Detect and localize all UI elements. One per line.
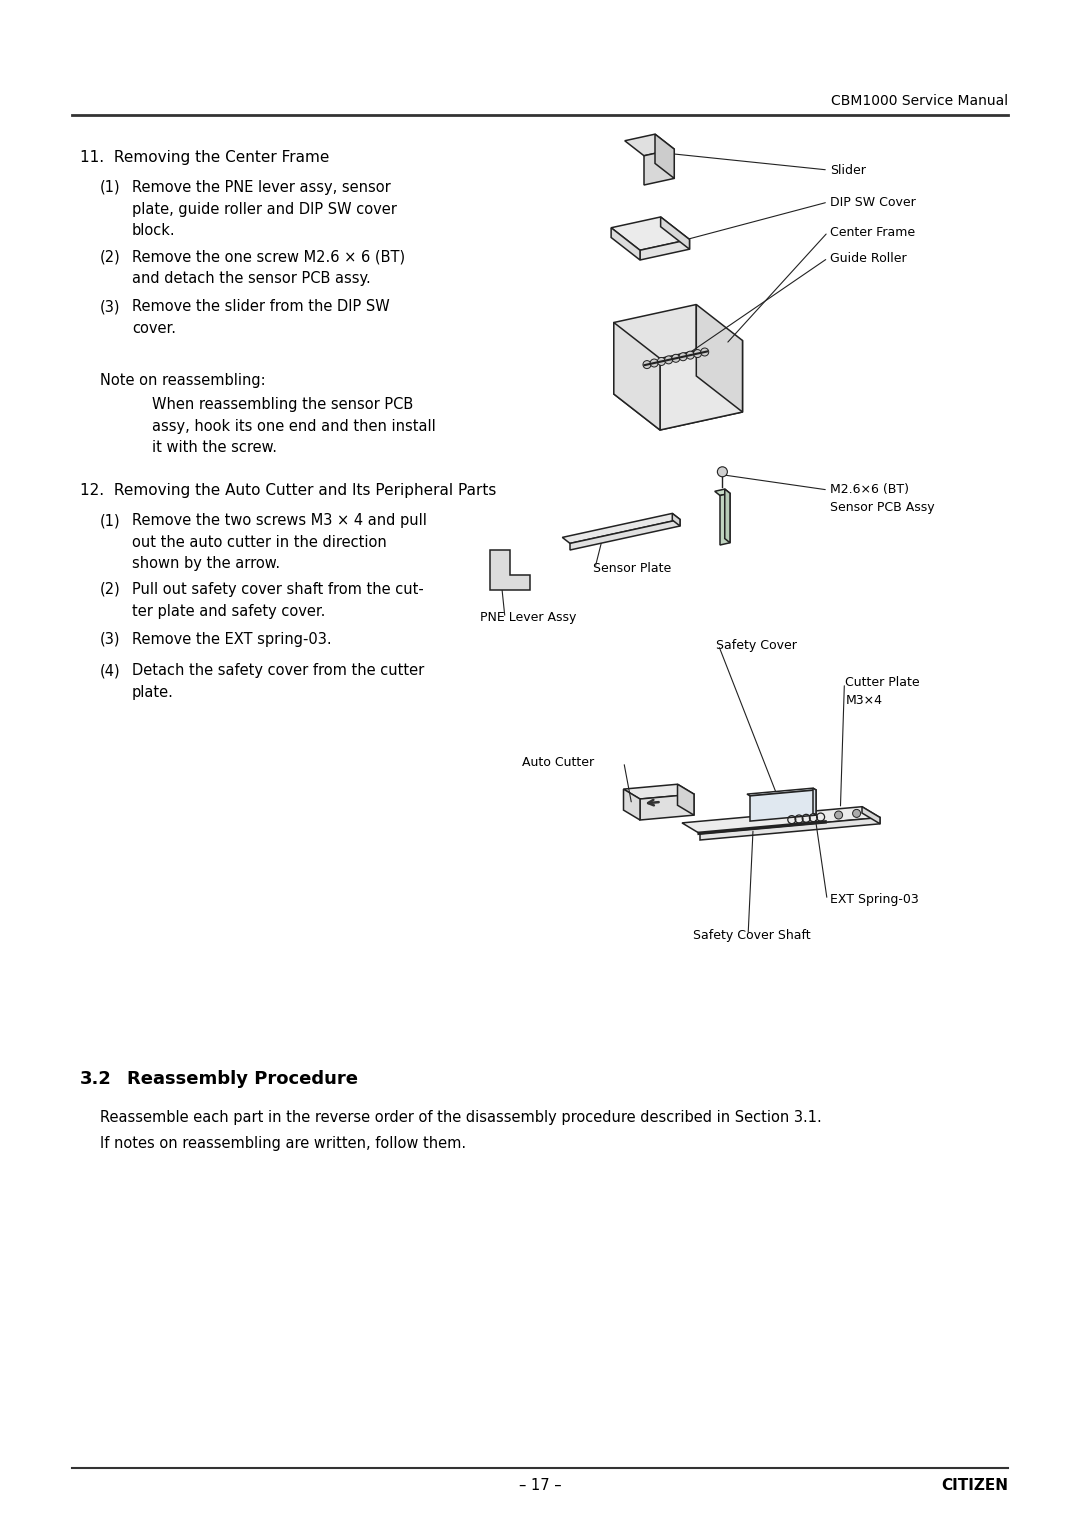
Text: Slider: Slider: [831, 163, 866, 177]
Text: Safety Cover Shaft: Safety Cover Shaft: [693, 929, 811, 941]
Polygon shape: [725, 489, 730, 542]
Polygon shape: [747, 788, 816, 796]
Text: M3×4: M3×4: [846, 694, 882, 706]
Text: 11.  Removing the Center Frame: 11. Removing the Center Frame: [80, 150, 329, 165]
Text: (4): (4): [100, 663, 121, 678]
Text: Remove the PNE lever assy, sensor
plate, guide roller and DIP SW cover
block.: Remove the PNE lever assy, sensor plate,…: [132, 180, 396, 238]
Text: Safety Cover: Safety Cover: [716, 639, 797, 651]
Text: Guide Roller: Guide Roller: [831, 252, 906, 264]
Circle shape: [693, 350, 702, 358]
Polygon shape: [613, 322, 660, 429]
Circle shape: [686, 351, 694, 359]
Text: EXT Spring-03: EXT Spring-03: [831, 894, 919, 906]
Polygon shape: [611, 228, 640, 260]
Polygon shape: [640, 240, 689, 260]
Text: (3): (3): [100, 299, 121, 313]
Polygon shape: [490, 550, 530, 590]
Circle shape: [835, 811, 842, 819]
Polygon shape: [720, 494, 730, 545]
Text: CITIZEN: CITIZEN: [941, 1478, 1008, 1493]
Polygon shape: [672, 513, 680, 526]
Polygon shape: [715, 489, 730, 495]
Polygon shape: [640, 795, 694, 821]
Text: (2): (2): [100, 582, 121, 597]
Circle shape: [701, 348, 708, 356]
Polygon shape: [611, 217, 689, 251]
Text: Remove the EXT spring-03.: Remove the EXT spring-03.: [132, 633, 332, 646]
Text: Sensor Plate: Sensor Plate: [593, 561, 672, 575]
Text: Detach the safety cover from the cutter
plate.: Detach the safety cover from the cutter …: [132, 663, 424, 700]
Text: CBM1000 Service Manual: CBM1000 Service Manual: [831, 95, 1008, 108]
Polygon shape: [750, 790, 816, 821]
Text: Center Frame: Center Frame: [831, 226, 915, 238]
Polygon shape: [563, 513, 680, 544]
Polygon shape: [697, 304, 743, 413]
Text: Cutter Plate: Cutter Plate: [846, 677, 920, 689]
Text: If notes on reassembling are written, follow them.: If notes on reassembling are written, fo…: [100, 1135, 467, 1151]
Polygon shape: [862, 807, 880, 824]
Text: Remove the slider from the DIP SW
cover.: Remove the slider from the DIP SW cover.: [132, 299, 390, 336]
Text: Reassembly Procedure: Reassembly Procedure: [127, 1070, 357, 1088]
Circle shape: [658, 358, 665, 365]
Circle shape: [672, 354, 679, 362]
Text: When reassembling the sensor PCB
assy, hook its one end and then install
it with: When reassembling the sensor PCB assy, h…: [152, 397, 435, 455]
Polygon shape: [681, 807, 880, 834]
Circle shape: [664, 356, 673, 364]
Text: – 17 –: – 17 –: [518, 1478, 562, 1493]
Circle shape: [852, 810, 861, 817]
Polygon shape: [644, 150, 674, 185]
Text: 3.2: 3.2: [80, 1070, 112, 1088]
Text: Reassemble each part in the reverse order of the disassembly procedure described: Reassemble each part in the reverse orde…: [100, 1109, 822, 1125]
Text: Remove the one screw M2.6 × 6 (BT)
and detach the sensor PCB assy.: Remove the one screw M2.6 × 6 (BT) and d…: [132, 249, 405, 286]
Polygon shape: [623, 788, 640, 821]
Polygon shape: [570, 520, 680, 550]
Text: (2): (2): [100, 249, 121, 264]
Text: Pull out safety cover shaft from the cut-
ter plate and safety cover.: Pull out safety cover shaft from the cut…: [132, 582, 423, 619]
Circle shape: [679, 353, 687, 361]
Polygon shape: [613, 304, 697, 394]
Circle shape: [643, 361, 651, 368]
Polygon shape: [661, 217, 689, 249]
Polygon shape: [624, 134, 674, 156]
Polygon shape: [677, 784, 694, 814]
Text: Auto Cutter: Auto Cutter: [522, 755, 594, 769]
Text: PNE Lever Assy: PNE Lever Assy: [480, 611, 577, 625]
Polygon shape: [660, 341, 743, 429]
Text: Sensor PCB Assy: Sensor PCB Assy: [831, 501, 934, 513]
Circle shape: [717, 466, 727, 477]
Circle shape: [650, 359, 658, 367]
Text: (1): (1): [100, 180, 121, 196]
Polygon shape: [700, 817, 880, 840]
Polygon shape: [813, 788, 816, 814]
Text: DIP SW Cover: DIP SW Cover: [831, 196, 916, 208]
Polygon shape: [654, 134, 674, 179]
Text: (3): (3): [100, 633, 121, 646]
Polygon shape: [613, 376, 743, 429]
Polygon shape: [623, 784, 694, 799]
Text: Note on reassembling:: Note on reassembling:: [100, 373, 266, 388]
Text: 12.  Removing the Auto Cutter and Its Peripheral Parts: 12. Removing the Auto Cutter and Its Per…: [80, 483, 497, 498]
Text: Remove the two screws M3 × 4 and pull
out the auto cutter in the direction
shown: Remove the two screws M3 × 4 and pull ou…: [132, 513, 427, 571]
Text: M2.6×6 (BT): M2.6×6 (BT): [831, 483, 909, 497]
Text: (1): (1): [100, 513, 121, 529]
